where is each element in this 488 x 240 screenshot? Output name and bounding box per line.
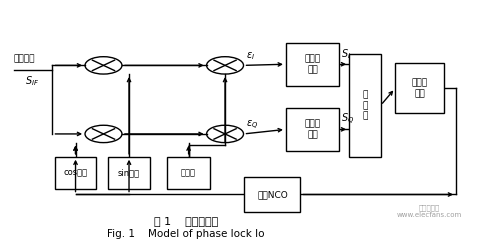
Text: $\varepsilon_I$: $\varepsilon_I$	[245, 51, 255, 62]
Text: $S_{IF}$: $S_{IF}$	[25, 74, 39, 88]
FancyBboxPatch shape	[285, 108, 339, 151]
Text: 载波NCO: 载波NCO	[257, 190, 287, 199]
Text: $\varepsilon_Q$: $\varepsilon_Q$	[245, 119, 258, 132]
FancyBboxPatch shape	[108, 157, 149, 189]
Text: 预检测
积分: 预检测 积分	[304, 54, 320, 74]
Text: sin映射: sin映射	[118, 168, 140, 177]
FancyBboxPatch shape	[55, 157, 96, 189]
Text: $S_I$: $S_I$	[340, 47, 350, 61]
FancyBboxPatch shape	[394, 63, 443, 113]
Text: 复现码: 复现码	[181, 168, 196, 177]
Text: 鉴
别
器: 鉴 别 器	[362, 90, 367, 120]
Text: $S_Q$: $S_Q$	[340, 112, 353, 127]
Text: 预检测
积分: 预检测 积分	[304, 120, 320, 139]
Text: Fig. 1    Model of phase lock lo: Fig. 1 Model of phase lock lo	[107, 229, 264, 240]
Text: 环路滤
波器: 环路滤 波器	[410, 78, 427, 98]
Text: 电子发烧友
www.elecfans.com: 电子发烧友 www.elecfans.com	[396, 205, 461, 218]
Text: cos映射: cos映射	[63, 168, 87, 177]
FancyBboxPatch shape	[285, 42, 339, 86]
FancyBboxPatch shape	[348, 54, 380, 157]
FancyBboxPatch shape	[166, 157, 210, 189]
FancyBboxPatch shape	[244, 177, 300, 212]
Text: 中频信号: 中频信号	[14, 54, 35, 63]
Text: 图 1    锁相环模型: 图 1 锁相环模型	[154, 216, 218, 226]
